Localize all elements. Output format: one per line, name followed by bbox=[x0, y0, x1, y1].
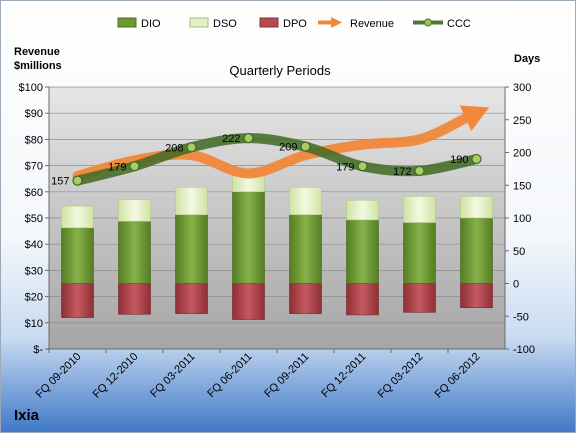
company-name: Ixia bbox=[14, 407, 40, 424]
right-axis-tick-label: 300 bbox=[513, 82, 531, 94]
right-axis-tick-label: 100 bbox=[513, 213, 531, 225]
ccc-data-label: 209 bbox=[279, 142, 297, 154]
bar-dio bbox=[118, 220, 151, 284]
legend-marker-ccc bbox=[424, 18, 432, 27]
bar-dpo bbox=[346, 283, 379, 316]
left-axis-tick-label: $60 bbox=[25, 187, 43, 199]
ccc-data-label: 222 bbox=[222, 133, 240, 145]
left-axis-tick-label: $80 bbox=[25, 134, 43, 146]
bar-dso bbox=[403, 196, 436, 223]
left-axis-tick-label: $70 bbox=[25, 161, 43, 173]
bar-dso bbox=[175, 186, 208, 216]
ccc-data-label: 179 bbox=[108, 161, 126, 173]
ccc-point bbox=[186, 142, 197, 153]
ccc-data-label: 208 bbox=[165, 142, 183, 154]
ccc-point bbox=[72, 175, 83, 186]
bar-dio bbox=[460, 217, 493, 284]
legend-label-dso: DSO bbox=[213, 18, 237, 30]
left-axis-tick-label: $50 bbox=[25, 213, 43, 225]
left-axis-title-line2: $millions bbox=[14, 60, 62, 72]
bar-dpo bbox=[289, 283, 322, 314]
legend-swatch-dio bbox=[117, 17, 137, 28]
ccc-data-label: 190 bbox=[450, 154, 468, 166]
bar-dpo bbox=[232, 283, 265, 320]
bar-dio bbox=[61, 227, 94, 284]
ccc-data-label: 172 bbox=[393, 166, 411, 178]
bar-dio bbox=[346, 219, 379, 284]
left-axis-tick-label: $100 bbox=[19, 82, 43, 94]
bar-dso bbox=[460, 196, 493, 219]
ccc-point bbox=[243, 132, 254, 144]
legend-item-dpo: DPO bbox=[259, 17, 307, 30]
ccc-point bbox=[357, 161, 368, 172]
ccc-data-label: 157 bbox=[51, 176, 69, 188]
bar-dso bbox=[118, 199, 151, 222]
right-axis-tick-label: -100 bbox=[513, 344, 535, 356]
right-axis-tick-label: 150 bbox=[513, 180, 531, 192]
right-axis-tick-label: 200 bbox=[513, 148, 531, 160]
legend-item-ccc: CCC bbox=[413, 18, 471, 30]
bar-dio bbox=[232, 191, 265, 284]
bar-dpo bbox=[175, 283, 208, 314]
left-axis-tick-label: $90 bbox=[25, 108, 43, 120]
right-axis-title: Days bbox=[514, 53, 540, 65]
bar-dpo bbox=[403, 283, 436, 313]
bar-dso bbox=[289, 186, 322, 216]
revenue-arrowhead bbox=[459, 105, 490, 131]
right-axis-tick-label: 50 bbox=[513, 246, 525, 258]
legend-label-revenue: Revenue bbox=[350, 18, 394, 30]
legend-swatch-dso bbox=[189, 17, 209, 28]
right-axis-tick-label: 250 bbox=[513, 115, 531, 127]
legend-arrow-icon bbox=[331, 17, 342, 28]
left-axis-tick-label: $30 bbox=[25, 265, 43, 277]
legend-item-dio: DIO bbox=[117, 17, 161, 30]
bar-dio bbox=[289, 214, 322, 284]
legend-item-revenue: Revenue bbox=[318, 17, 394, 30]
bar-dpo bbox=[118, 283, 151, 315]
legend-label-dpo: DPO bbox=[283, 18, 307, 30]
legend: DIO DSO DPO Revenue CCC bbox=[117, 17, 471, 30]
left-axis-tick-label: $10 bbox=[25, 318, 43, 330]
legend-item-dso: DSO bbox=[189, 17, 237, 30]
revenue-line bbox=[72, 113, 471, 182]
left-axis-tick-label: $- bbox=[33, 344, 43, 356]
bar-dpo bbox=[460, 283, 493, 309]
right-axis-tick-label: 0 bbox=[513, 279, 519, 291]
ccc-point bbox=[471, 153, 482, 165]
bar-dso bbox=[346, 200, 379, 221]
left-axis-tick-label: $40 bbox=[25, 239, 43, 251]
left-axis-title-line1: Revenue bbox=[14, 46, 60, 58]
right-axis-tick-label: -50 bbox=[513, 311, 529, 323]
left-axis-tick-label: $20 bbox=[25, 292, 43, 304]
ccc-data-label: 179 bbox=[336, 161, 354, 173]
ccc-point bbox=[300, 141, 311, 152]
bar-dso bbox=[61, 205, 94, 229]
chart-title: Quarterly Periods bbox=[229, 63, 331, 78]
legend-label-dio: DIO bbox=[141, 18, 161, 30]
bar-dpo bbox=[61, 283, 94, 318]
ccc-point bbox=[414, 165, 425, 176]
legend-label-ccc: CCC bbox=[447, 18, 471, 30]
bar-dio bbox=[403, 222, 436, 284]
bar-dio bbox=[175, 214, 208, 284]
ccc-point bbox=[129, 161, 140, 172]
legend-swatch-dpo bbox=[259, 17, 279, 28]
